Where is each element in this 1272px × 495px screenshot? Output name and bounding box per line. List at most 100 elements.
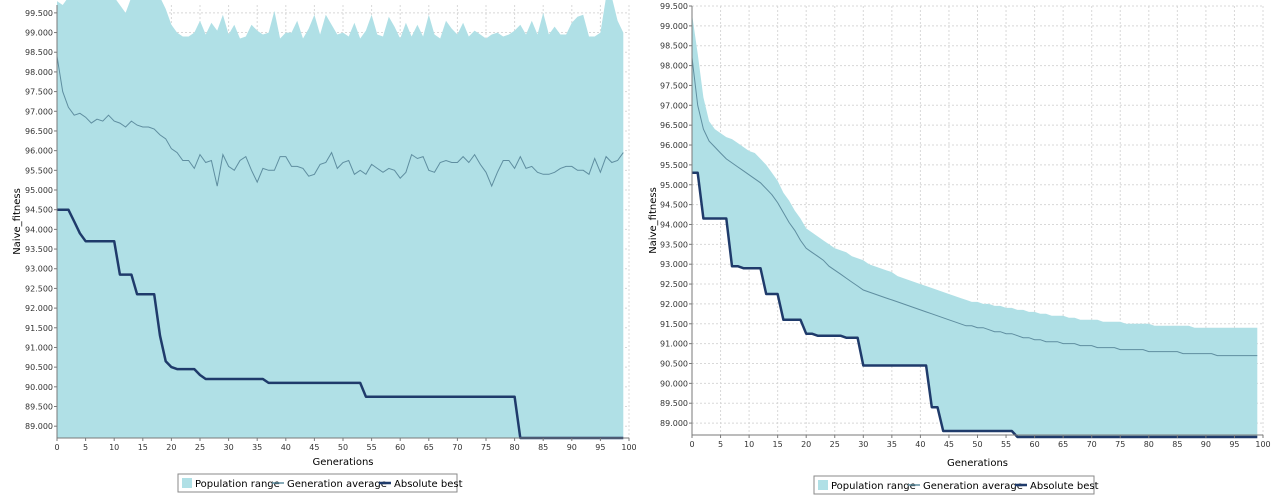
x-tick-label: 70 [452, 443, 462, 452]
x-tick-label: 50 [972, 440, 982, 449]
x-tick-label: 15 [773, 440, 783, 449]
x-tick-label: 60 [395, 443, 405, 452]
y-tick-label: 99.000 [25, 29, 53, 38]
y-tick-label: 94.500 [660, 201, 688, 210]
x-tick-label: 90 [567, 443, 577, 452]
x-tick-label: 75 [481, 443, 491, 452]
y-tick-label: 90.000 [660, 379, 688, 388]
legend-label-average: Generation average [923, 481, 1023, 492]
x-tick-label: 25 [195, 443, 205, 452]
y-tick-label: 94.000 [25, 225, 53, 234]
y-tick-label: 93.500 [25, 245, 53, 254]
y-tick-label: 97.500 [660, 81, 688, 90]
x-tick-label: 0 [689, 440, 694, 449]
x-tick-label: 85 [1172, 440, 1182, 449]
y-tick-label: 92.000 [25, 304, 53, 313]
x-axis-title: Generations [313, 457, 374, 468]
fitness-chart-right: 0 5 10 15 20 25 30 35 40 45 50 55 60 65 70 75 80 85 90 95 10… [648, 2, 1271, 495]
legend-box [177, 473, 458, 493]
x-tick-label: 75 [1115, 440, 1125, 449]
x-tick-label: 60 [1030, 440, 1040, 449]
x-tick-label: 100 [621, 443, 636, 452]
legend-swatch-range [818, 480, 828, 490]
legend-label-best: Absolute best [394, 479, 463, 490]
x-tick-label: 55 [1001, 440, 1011, 449]
y-tick-label: 89.000 [660, 419, 688, 428]
x-tick-label: 20 [801, 440, 811, 449]
y-tick-label: 94.000 [660, 220, 688, 229]
y-tick-label: 93.500 [660, 240, 688, 249]
y-tick-label: 91.000 [660, 340, 688, 349]
x-tick-label: 0 [54, 443, 59, 452]
x-tick-label: 25 [830, 440, 840, 449]
x-tick-label: 95 [595, 443, 605, 452]
y-tick-label: 89.500 [660, 399, 688, 408]
x-tick-label: 85 [538, 443, 548, 452]
y-tick-label: 91.000 [25, 343, 53, 352]
legend-swatch-range [182, 478, 192, 488]
x-tick-label: 55 [367, 443, 377, 452]
y-tick-label: 93.000 [25, 265, 53, 274]
x-tick-label: 100 [1255, 440, 1270, 449]
x-tick-label: 45 [309, 443, 319, 452]
y-tick-label: 94.500 [25, 206, 53, 215]
x-tick-label: 65 [424, 443, 434, 452]
y-tick-label: 98.000 [25, 68, 53, 77]
population-range-area [57, 0, 624, 438]
x-tick-label: 5 [718, 440, 723, 449]
x-tick-label: 15 [138, 443, 148, 452]
y-tick-label: 92.000 [660, 300, 688, 309]
x-tick-label: 50 [338, 443, 348, 452]
y-tick-label: 98.500 [25, 48, 53, 57]
generation-average-line [56, 56, 624, 188]
y-tick-label: 97.500 [25, 88, 53, 97]
x-tick-label: 65 [1058, 440, 1068, 449]
fitness-chart-left: 0 5 10 15 20 25 30 35 40 45 50 55 60 65 70 75 80 85 90 95 10… [12, 0, 636, 493]
x-tick-label: 30 [858, 440, 868, 449]
x-axis-title: Generations [947, 458, 1008, 469]
y-axis-title: Naive_fitness [12, 188, 23, 255]
x-tick-label: 40 [915, 440, 925, 449]
y-tick-label: 98.500 [660, 42, 688, 51]
y-tick-label: 89.000 [25, 422, 53, 431]
x-tick-label: 70 [1087, 440, 1097, 449]
y-tick-label: 95.000 [660, 181, 688, 190]
y-tick-label: 98.000 [660, 62, 688, 71]
y-tick-label: 95.500 [25, 166, 53, 175]
y-tick-label: 99.500 [25, 9, 53, 18]
y-tick-label: 95.000 [25, 186, 53, 195]
y-tick-label: 97.000 [660, 101, 688, 110]
legend-label-average: Generation average [287, 479, 387, 490]
y-tick-label: 92.500 [660, 280, 688, 289]
x-tick-label: 10 [744, 440, 754, 449]
x-tick-label: 5 [83, 443, 88, 452]
x-tick-label: 10 [109, 443, 119, 452]
y-tick-label: 96.000 [25, 147, 53, 156]
y-tick-label: 96.500 [660, 121, 688, 130]
y-tick-label: 90.000 [25, 383, 53, 392]
x-tick-label: 35 [887, 440, 897, 449]
x-tick-label: 35 [252, 443, 262, 452]
y-tick-label: 92.500 [25, 284, 53, 293]
y-tick-label: 93.000 [660, 260, 688, 269]
y-tick-label: 97.000 [25, 107, 53, 116]
legend-box [813, 475, 1095, 495]
legend-label-best: Absolute best [1030, 481, 1099, 492]
legend-label-range: Population range [195, 479, 280, 490]
x-tick-label: 95 [1229, 440, 1239, 449]
y-axis-title: Naive_fitness [648, 187, 659, 254]
x-tick-label: 30 [224, 443, 234, 452]
population-range-area [692, 13, 1258, 438]
legend-label-range: Population range [831, 481, 916, 492]
y-tick-label: 96.500 [25, 127, 53, 136]
y-tick-label: 95.500 [660, 161, 688, 170]
y-tick-label: 91.500 [660, 320, 688, 329]
x-tick-label: 40 [281, 443, 291, 452]
y-tick-label: 91.500 [25, 324, 53, 333]
y-tick-label: 99.500 [660, 2, 688, 11]
y-tick-label: 90.500 [25, 363, 53, 372]
absolute-best-line [692, 171, 1258, 439]
x-tick-label: 80 [510, 443, 520, 452]
generation-average-line [691, 57, 1258, 357]
